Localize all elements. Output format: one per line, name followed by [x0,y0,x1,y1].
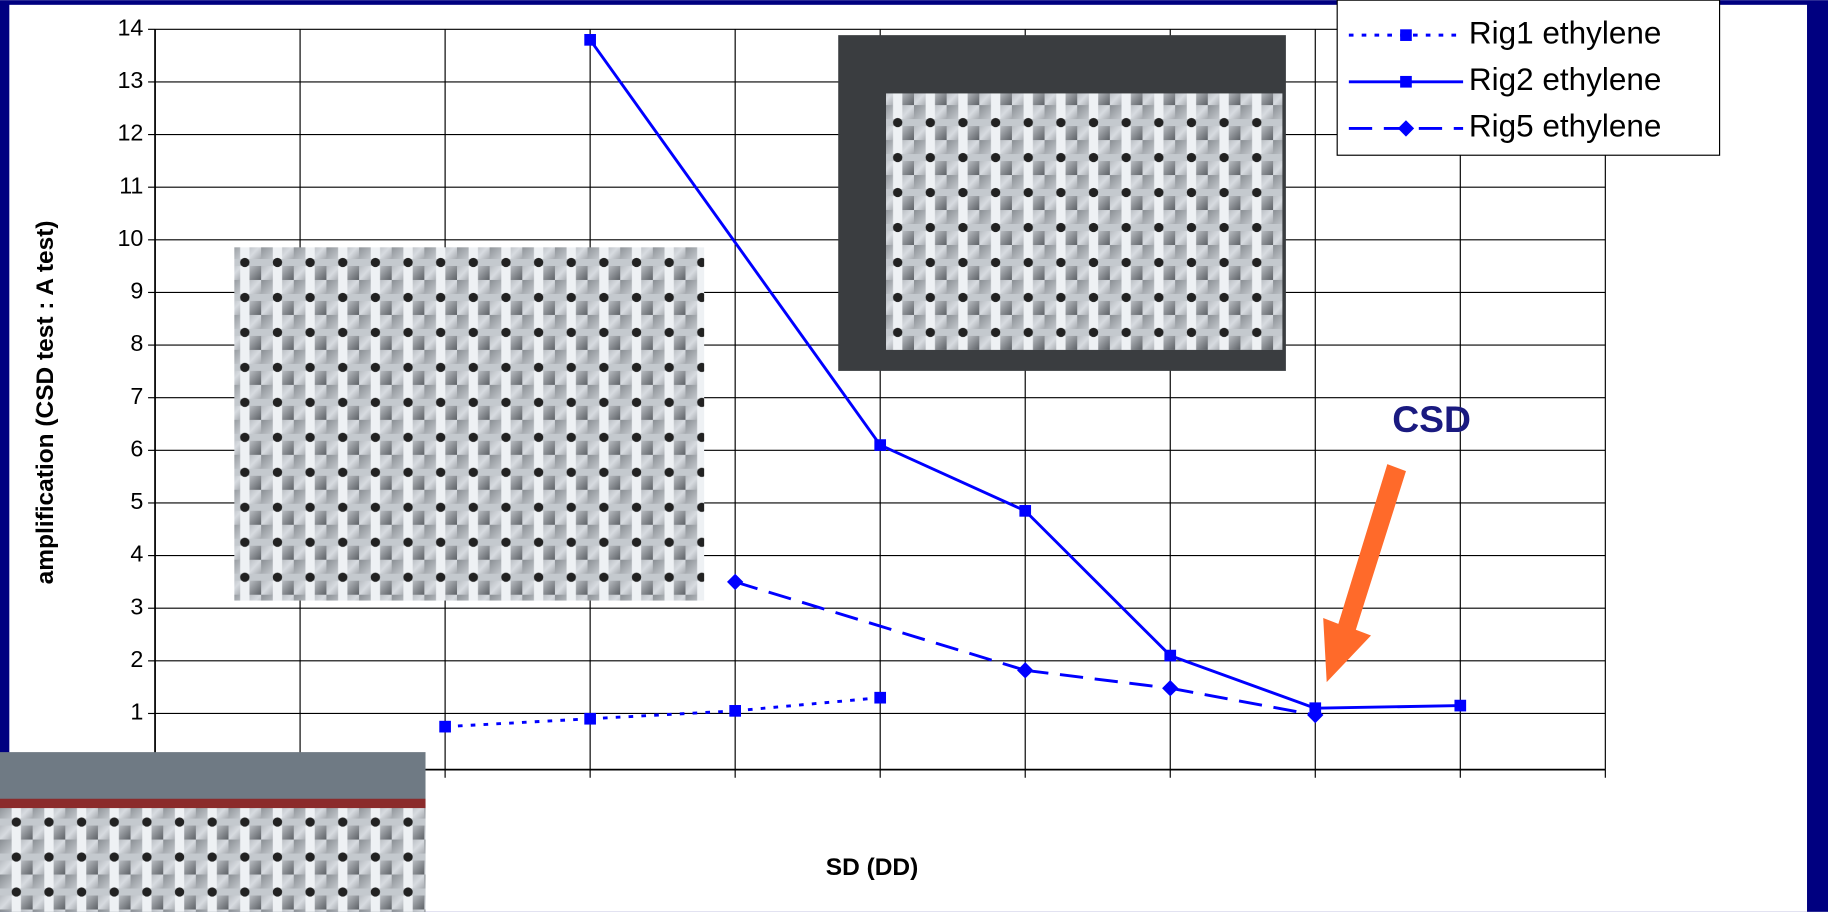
y-tick-label: 14 [117,14,143,40]
y-tick-label: 5 [130,488,143,514]
marker [439,721,451,733]
y-tick-label: 3 [130,593,143,619]
legend-label: Rig5 ethylene [1469,109,1661,144]
marker [584,713,596,725]
marker [1454,700,1466,712]
legend: Rig1 ethylene Rig2 ethylene Rig5 ethylene [1337,0,1719,155]
photo-detail [886,93,1282,349]
y-tick-label: 7 [130,383,143,409]
x-axis-title: SD (DD) [826,854,918,881]
y-tick-label: 4 [130,541,143,567]
y-tick-label: 1 [130,699,143,725]
marker [874,439,886,451]
y-tick-label: 13 [117,67,143,93]
legend-label: Rig2 ethylene [1469,62,1661,97]
chart: 1234567891011121314 amplification (CSD t… [0,0,1828,912]
y-tick-label: 2 [130,646,143,672]
y-tick-label: 9 [130,278,143,304]
photo [234,247,704,600]
y-tick-label: 11 [119,172,143,198]
y-tick-label: 6 [130,435,143,461]
page: {"chart_data": {"type": "line", "y_label… [0,0,1828,912]
y-tick-label: 8 [130,330,143,356]
y-tick-label: 12 [117,120,143,146]
photo-detail [0,805,426,912]
marker [874,692,886,704]
legend-label: Rig1 ethylene [1469,15,1661,50]
photo-detail [0,799,426,808]
marker [1400,29,1412,41]
marker [1164,650,1176,662]
marker [584,34,596,46]
y-tick-label: 10 [117,225,143,251]
marker [1019,505,1031,517]
marker [1400,76,1412,88]
marker [729,705,741,717]
y-axis-title: amplification (CSD test : A test) [32,220,59,584]
annotation: CSD [1392,398,1471,440]
